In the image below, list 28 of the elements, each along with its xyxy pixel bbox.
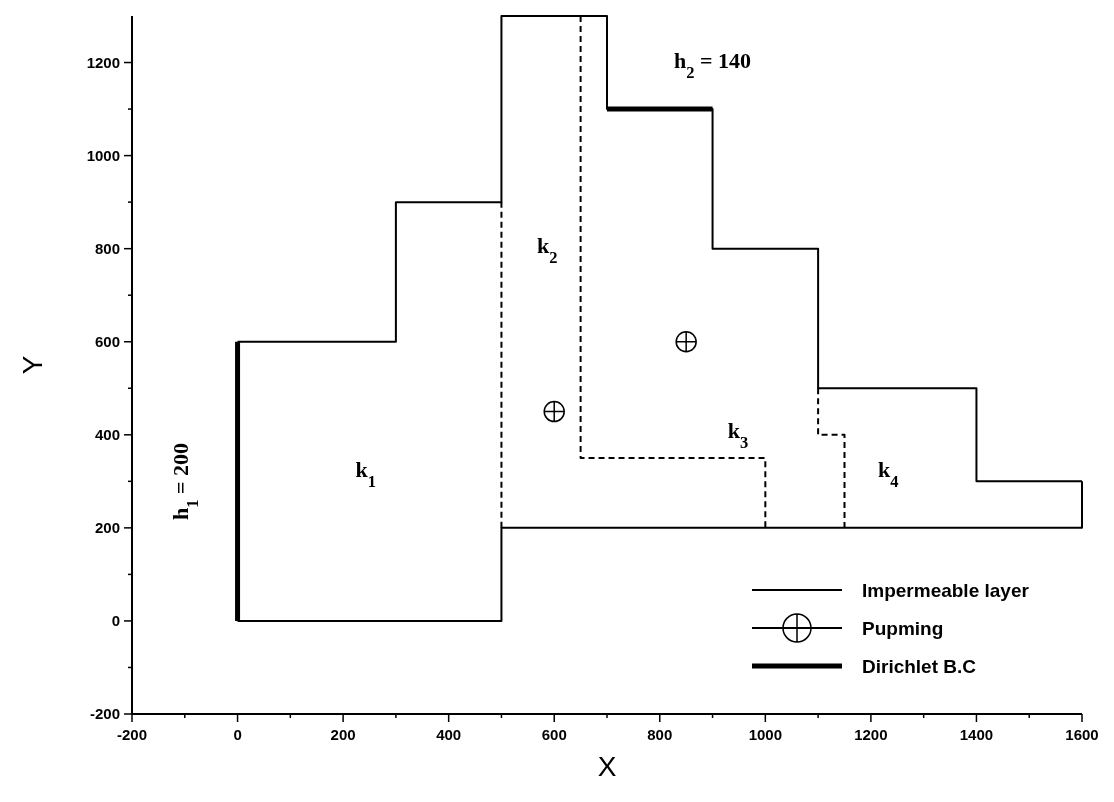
y-tick-label: 800 xyxy=(94,239,120,257)
y-tick-label: 400 xyxy=(94,426,120,444)
annotation: k$_{3}$ xyxy=(727,417,749,452)
legend-label: Pupming xyxy=(862,617,944,639)
x-tick-label: 600 xyxy=(541,726,567,743)
x-tick-label: 1600 xyxy=(1065,726,1099,743)
x-tick-label: 800 xyxy=(647,726,673,743)
x-tick-label: -200 xyxy=(116,726,148,743)
x-tick-label: 0 xyxy=(233,726,242,743)
x-tick-label: 1000 xyxy=(748,726,783,743)
annotation: k$_{2}$ xyxy=(536,233,558,267)
y-tick-label: 200 xyxy=(94,519,120,537)
legend-label: Impermeable layer xyxy=(862,579,1030,601)
y-tick-label: 0 xyxy=(111,612,120,630)
annotation: k$_{4}$ xyxy=(877,457,899,491)
legend-label: Dirichlet B.C xyxy=(862,655,977,677)
y-axis-title: Y xyxy=(17,355,48,375)
y-tick-label: -200 xyxy=(89,705,120,723)
y-tick-label: 1200 xyxy=(86,53,120,71)
x-axis-title: X xyxy=(597,751,617,782)
x-tick-label: 1200 xyxy=(854,726,888,743)
y-tick-label: 600 xyxy=(94,332,120,350)
x-tick-label: 400 xyxy=(436,726,462,743)
annotation: k$_{1}$ xyxy=(355,457,376,491)
x-tick-label: 1400 xyxy=(959,726,994,743)
y-tick-label: 1000 xyxy=(86,146,120,164)
x-tick-label: 200 xyxy=(330,726,356,743)
annotation: h$_{2}$ = 140 xyxy=(673,47,751,82)
